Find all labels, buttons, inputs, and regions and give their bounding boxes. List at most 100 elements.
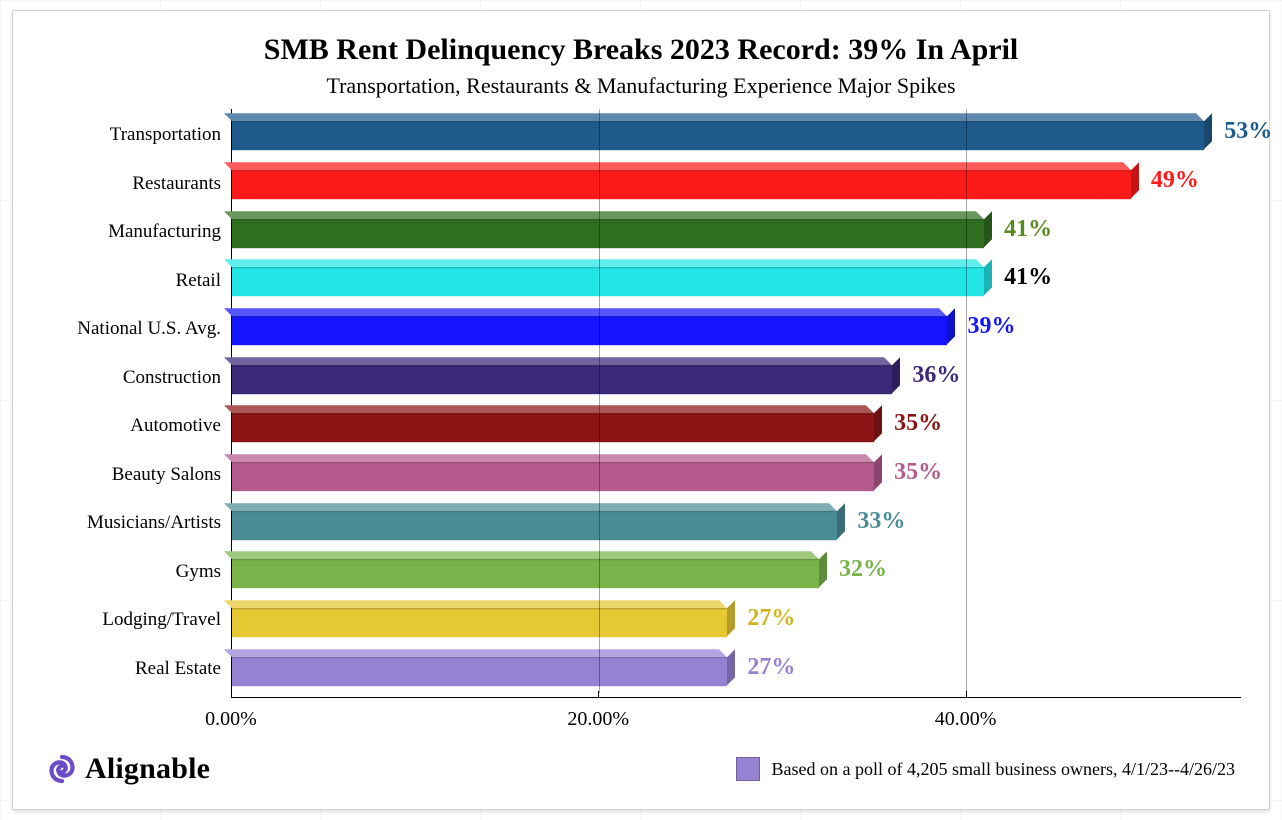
legend-text: Based on a poll of 4,205 small business …	[772, 759, 1235, 780]
bar	[232, 260, 992, 296]
bar-top	[224, 211, 984, 219]
bar-front	[232, 316, 947, 345]
bar-top	[224, 649, 727, 657]
bar-side	[1131, 162, 1139, 198]
bar-row: 49%	[232, 158, 1241, 207]
chart-title: SMB Rent Delinquency Breaks 2023 Record:…	[41, 33, 1241, 67]
bar-row: 32%	[232, 547, 1241, 596]
y-axis-label: Real Estate	[41, 645, 231, 694]
bar-value-label: 49%	[1151, 167, 1199, 194]
bar	[232, 552, 827, 588]
bar-row: 53%	[232, 109, 1241, 158]
bar-side	[984, 211, 992, 247]
bar-front	[232, 122, 1204, 151]
bar-front	[232, 608, 727, 637]
bar-side	[1204, 114, 1212, 150]
bar-top	[224, 406, 874, 414]
brand: Alignable	[47, 752, 210, 786]
bar	[232, 308, 955, 344]
bar-row: 35%	[232, 401, 1241, 450]
bar-front	[232, 657, 727, 686]
bar-top	[224, 357, 892, 365]
gridline	[966, 109, 967, 693]
bar-value-label: 41%	[1004, 216, 1052, 243]
bar-front	[232, 511, 837, 540]
bar-row: 35%	[232, 450, 1241, 499]
bar-top	[224, 114, 1204, 122]
y-axis-labels: TransportationRestaurantsManufacturingRe…	[41, 109, 231, 693]
bar	[232, 503, 845, 539]
x-axis: 0.00% 20.00% 40.00%	[41, 697, 1241, 741]
bars-area: 53% 49% 41% 41% 39% 36% 35% 35% 33% 32% 27% 27%	[231, 109, 1241, 693]
bar-side	[837, 503, 845, 539]
bar	[232, 357, 900, 393]
bar-top	[224, 162, 1131, 170]
chart-subtitle: Transportation, Restaurants & Manufactur…	[41, 73, 1241, 99]
bar-value-label: 35%	[894, 411, 942, 438]
bar-front	[232, 268, 984, 297]
bar-value-label: 32%	[839, 557, 887, 584]
bar-front	[232, 560, 819, 589]
bar	[232, 114, 1212, 150]
bar-value-label: 39%	[967, 313, 1015, 340]
bar-value-label: 27%	[747, 605, 795, 632]
x-tick	[966, 691, 967, 698]
chart-frame: SMB Rent Delinquency Breaks 2023 Record:…	[12, 10, 1270, 810]
x-tick-label: 40.00%	[935, 708, 997, 731]
chart-footer: Alignable Based on a poll of 4,205 small…	[41, 743, 1241, 795]
y-axis-label: Transportation	[41, 111, 231, 160]
bar-front	[232, 462, 874, 491]
bar-top	[224, 600, 727, 608]
y-axis-label: National U.S. Avg.	[41, 305, 231, 354]
plot-area: TransportationRestaurantsManufacturingRe…	[41, 109, 1241, 693]
legend: Based on a poll of 4,205 small business …	[736, 757, 1235, 781]
bar-row: 27%	[232, 644, 1241, 693]
bar	[232, 162, 1139, 198]
bar	[232, 211, 992, 247]
x-axis-spacer	[41, 697, 231, 741]
x-tick	[598, 691, 599, 698]
y-axis-label: Automotive	[41, 402, 231, 451]
bars-stack: 53% 49% 41% 41% 39% 36% 35% 35% 33% 32% 27% 27%	[232, 109, 1241, 693]
x-tick-label: 20.00%	[567, 708, 629, 731]
x-tick-label: 0.00%	[205, 708, 257, 731]
bar-value-label: 41%	[1004, 264, 1052, 291]
bar-front	[232, 365, 892, 394]
bar-front	[232, 414, 874, 443]
bar-top	[224, 454, 874, 462]
bar-value-label: 36%	[912, 362, 960, 389]
bar-side	[874, 454, 882, 490]
y-axis-label: Beauty Salons	[41, 451, 231, 500]
bar	[232, 406, 882, 442]
y-axis-label: Manufacturing	[41, 208, 231, 257]
bar	[232, 649, 735, 685]
gridline	[599, 109, 600, 693]
bar-side	[947, 308, 955, 344]
x-axis-area: 0.00%20.00%40.00%	[231, 697, 1241, 741]
x-tick	[231, 691, 232, 698]
bar-row: 41%	[232, 206, 1241, 255]
bar-top	[224, 260, 984, 268]
y-axis-label: Construction	[41, 354, 231, 403]
bar-value-label: 53%	[1224, 118, 1272, 145]
brand-name: Alignable	[85, 752, 210, 786]
bar-top	[224, 503, 837, 511]
bar-row: 33%	[232, 498, 1241, 547]
bar-value-label: 27%	[747, 654, 795, 681]
bar-row: 27%	[232, 596, 1241, 645]
bar-value-label: 33%	[857, 508, 905, 535]
bar-side	[874, 406, 882, 442]
bar-value-label: 35%	[894, 459, 942, 486]
bar-top	[224, 552, 819, 560]
bar-front	[232, 170, 1131, 199]
bar	[232, 454, 882, 490]
bar-row: 39%	[232, 304, 1241, 353]
bar-side	[727, 600, 735, 636]
bar-side	[892, 357, 900, 393]
bar-side	[984, 260, 992, 296]
bar-row: 36%	[232, 352, 1241, 401]
y-axis-label: Retail	[41, 257, 231, 306]
bar	[232, 600, 735, 636]
bar-row: 41%	[232, 255, 1241, 304]
legend-swatch	[736, 757, 760, 781]
